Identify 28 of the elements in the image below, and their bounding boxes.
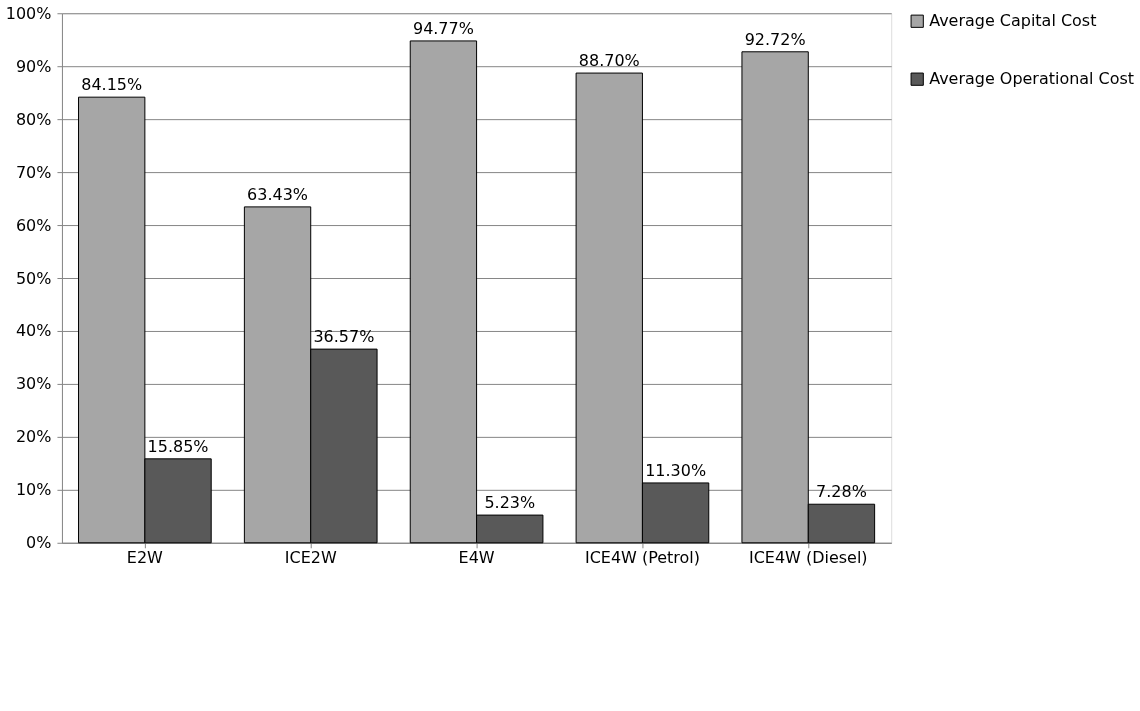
data-label: 11.30% — [645, 460, 707, 480]
data-label: 36.57% — [313, 327, 375, 347]
data-label: 94.77% — [412, 18, 474, 38]
data-label: 84.15% — [81, 75, 143, 95]
x-tick-label: ICE4W (Petrol) — [584, 548, 700, 568]
y-tick-label: 30% — [15, 374, 52, 394]
x-tick-label: ICE4W (Diesel) — [749, 548, 868, 568]
y-tick-label: 20% — [15, 427, 52, 447]
y-tick-label: 50% — [15, 268, 52, 288]
legend-label: Average Capital Cost — [929, 11, 1097, 31]
x-tick-label: ICE2W — [284, 548, 337, 568]
legend-label: Average Operational Cost — [929, 69, 1135, 89]
y-tick-label: 70% — [15, 162, 52, 182]
data-label: 88.70% — [578, 51, 640, 71]
data-label: 92.72% — [744, 29, 806, 49]
data-label: 15.85% — [147, 436, 209, 456]
y-tick-label: 100% — [5, 3, 52, 23]
y-tick-label: 90% — [15, 56, 52, 76]
y-tick-label: 40% — [15, 321, 52, 341]
x-tick-label: E2W — [126, 548, 164, 568]
data-label: 63.43% — [247, 184, 308, 204]
y-tick-label: 60% — [15, 215, 52, 235]
y-tick-label: 80% — [15, 109, 52, 129]
y-tick-label: 0% — [26, 533, 52, 553]
data-label: 5.23% — [484, 493, 536, 513]
data-label: 7.28% — [816, 482, 867, 502]
x-tick-label: E4W — [458, 548, 495, 568]
y-tick-label: 10% — [15, 480, 52, 500]
